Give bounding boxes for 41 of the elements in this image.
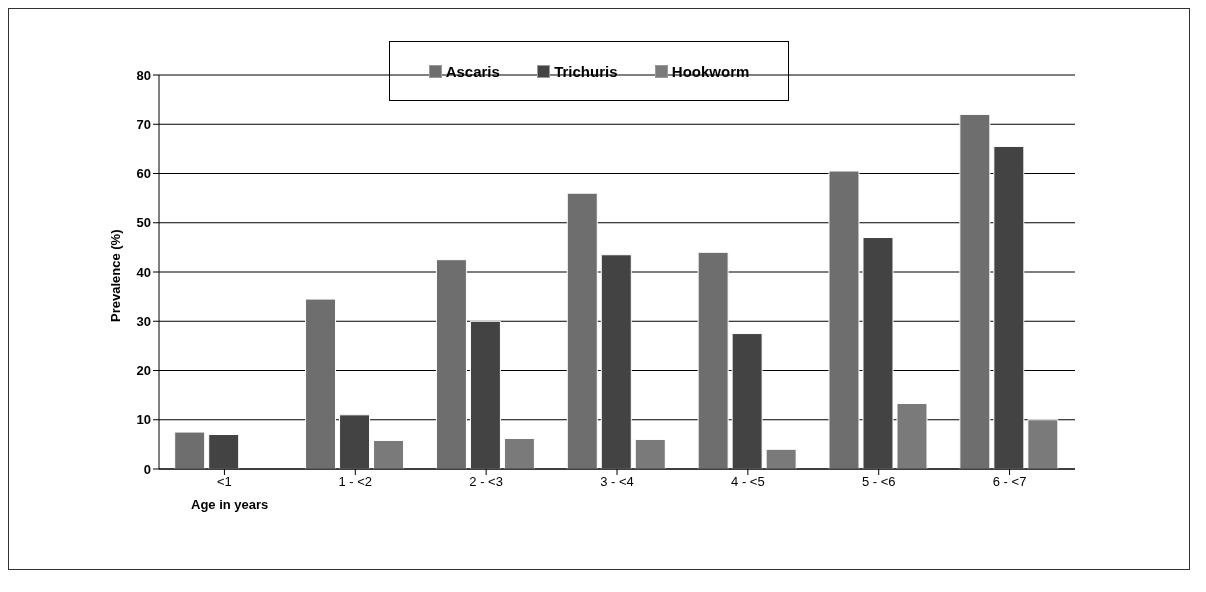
bar — [373, 439, 405, 469]
y-tick-label: 60 — [136, 166, 151, 182]
x-tick-label: 1 - <2 — [338, 474, 373, 490]
x-tick-label: <1 — [217, 474, 232, 490]
x-tick-label: 4 - <5 — [731, 474, 765, 490]
bar — [208, 434, 240, 469]
bar — [697, 251, 729, 469]
bar — [896, 403, 928, 469]
y-tick-label: 30 — [136, 313, 151, 329]
y-axis-title: Prevalence (%) — [107, 229, 123, 322]
bar — [959, 113, 991, 469]
x-tick-label: 2 - <3 — [469, 474, 503, 490]
y-tick-label: 50 — [136, 215, 151, 231]
legend-label: Trichuris — [553, 62, 618, 80]
x-tick-label: 5 - <6 — [861, 474, 896, 490]
bar — [469, 320, 501, 469]
bar — [828, 170, 860, 469]
bar — [174, 431, 206, 469]
bar — [600, 254, 632, 469]
bar — [765, 448, 797, 469]
x-axis-title: Age in years — [191, 497, 269, 512]
bar — [731, 333, 763, 469]
bar — [1027, 419, 1059, 469]
legend-label: Hookworm — [670, 62, 750, 80]
bar — [339, 414, 371, 469]
bar — [503, 437, 535, 469]
bar — [566, 192, 598, 469]
bar — [435, 259, 467, 469]
y-tick-label: 70 — [136, 116, 151, 132]
y-tick-label: 0 — [143, 461, 151, 477]
bar — [305, 298, 337, 469]
legend-label: Ascaris — [444, 62, 500, 80]
y-tick-label: 10 — [136, 412, 151, 428]
y-tick-label: 80 — [136, 67, 151, 83]
x-tick-label: 3 - <4 — [600, 474, 634, 490]
bar — [862, 237, 894, 469]
bar — [993, 145, 1025, 469]
y-tick-label: 40 — [136, 264, 151, 280]
y-tick-label: 20 — [136, 363, 151, 379]
x-tick-label: 6 - <7 — [992, 474, 1027, 490]
bar — [634, 438, 666, 469]
